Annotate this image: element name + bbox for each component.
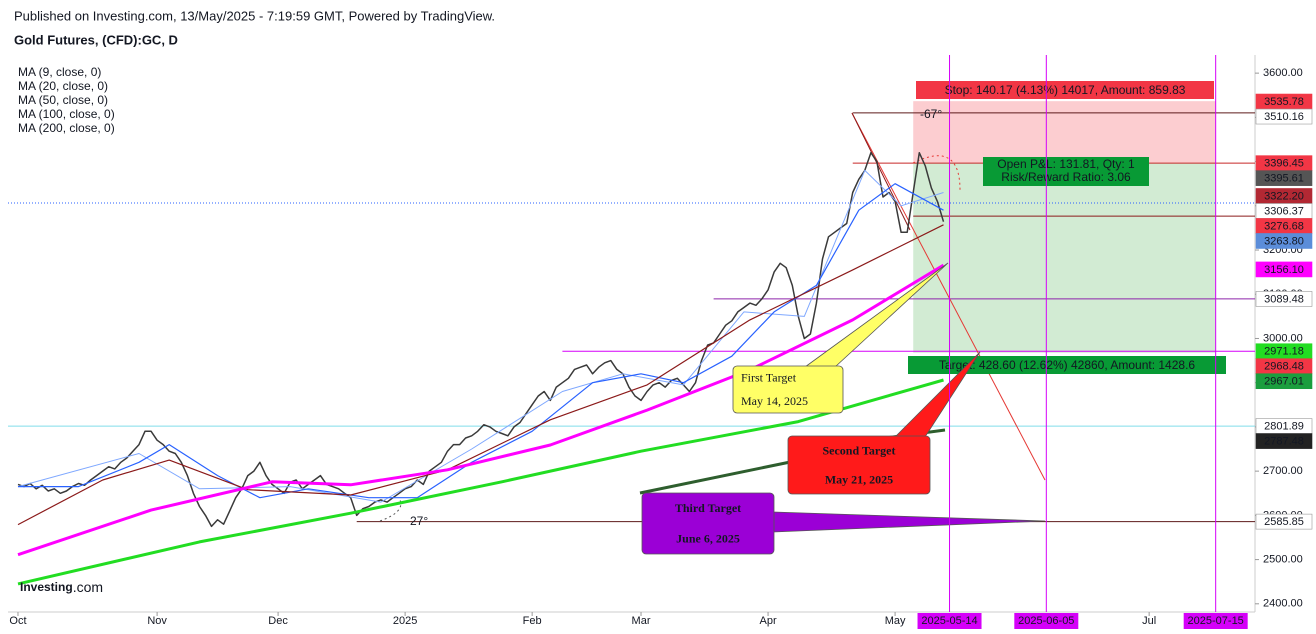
stop-label: Stop: 140.17 (4.13%) 14017, Amount: 859.… (945, 83, 1186, 97)
trend-line (639, 458, 801, 495)
logo-main: Investing (20, 580, 73, 594)
x-tick-label: 2025 (393, 615, 417, 627)
moving-average-line (18, 183, 944, 499)
target-label-box (908, 356, 1226, 374)
price-label: 3156.10 (1264, 264, 1304, 276)
callout-text: Third Target (675, 501, 741, 515)
front-layer: Stop: 140.17 (4.13%) 14017, Amount: 859.… (641, 81, 1226, 555)
price-label: 3395.61 (1264, 173, 1304, 185)
date-marker-label: 2025-06-05 (1018, 615, 1074, 627)
price-label-box (1255, 373, 1313, 390)
price-label: 2585.85 (1264, 516, 1304, 528)
y-tick-label: 3600.00 (1263, 67, 1303, 79)
price-label: 3535.78 (1264, 96, 1304, 108)
target-zone (913, 163, 1216, 353)
moving-average-line (17, 263, 945, 557)
price-label: 3089.48 (1264, 293, 1304, 305)
price-label-box (1255, 170, 1313, 186)
x-tick-label: Apr (759, 615, 776, 627)
price-label: 3510.16 (1264, 111, 1304, 123)
price-label-box (1255, 108, 1313, 125)
published-line: Published on Investing.com, 13/May/2025 … (14, 8, 495, 23)
stop-zone (913, 101, 1216, 164)
rr-label: Risk/Reward Ratio: 3.06 (1001, 170, 1131, 184)
date-marker-box (917, 613, 982, 629)
price-label: 3276.68 (1264, 220, 1304, 232)
pnl-box (983, 157, 1149, 186)
price-label: 3306.37 (1264, 205, 1304, 217)
callout-text: May 21, 2025 (825, 472, 893, 486)
angle-label: -67° (920, 107, 942, 121)
price-label: 2801.89 (1264, 420, 1304, 432)
logo: Investing.com (20, 579, 103, 595)
pnl-label: Open P&L: 131.81, Qty: 1 (997, 157, 1135, 171)
callout-text: May 14, 2025 (741, 394, 808, 408)
line-layer (17, 112, 1046, 586)
callout-text: Second Target (822, 443, 895, 457)
y-tick-label: 3000.00 (1263, 332, 1303, 344)
x-tick-label: Nov (147, 615, 167, 627)
legend-entry: MA (20, close, 0) (18, 79, 108, 93)
y-tick-label: 2700.00 (1263, 465, 1303, 477)
price-label-box (1255, 513, 1313, 530)
y-tick-label: 2400.00 (1263, 598, 1303, 610)
price-label: 3263.80 (1264, 235, 1304, 247)
trend-line (851, 112, 911, 231)
symbol-title: Gold Futures, (CFD):GC, D (14, 32, 178, 47)
date-marker-box (1183, 613, 1248, 629)
callout-text: June 6, 2025 (676, 532, 740, 546)
price-label-box (1255, 291, 1313, 307)
stop-label-box (916, 81, 1214, 99)
x-tick-label: Oct (9, 615, 26, 627)
legend-entry: MA (9, close, 0) (18, 65, 101, 79)
date-marker-label: 2025-07-15 (1188, 615, 1244, 627)
target-label: Target: 428.60 (12.62%) 42860, Amount: 1… (939, 358, 1196, 372)
x-tick-label: Feb (523, 615, 542, 627)
x-tick-label: Dec (268, 615, 288, 627)
x-tick-label: May (885, 615, 906, 627)
price-label: 2971.18 (1264, 346, 1304, 358)
callout-box (641, 492, 775, 555)
legend-entry: MA (50, close, 0) (18, 93, 108, 107)
trend-line (851, 112, 1046, 481)
callout-box (732, 365, 844, 414)
price-label: 3322.20 (1264, 190, 1304, 202)
price-label: 2968.48 (1264, 361, 1304, 373)
moving-average-line (17, 378, 944, 586)
price-label: 2967.01 (1264, 376, 1304, 388)
legend-entry: MA (100, close, 0) (18, 107, 115, 121)
logo-suffix: .com (73, 579, 103, 595)
price-label-box (1255, 261, 1313, 278)
price-label: 3396.45 (1264, 158, 1304, 170)
y-tick-label: 2500.00 (1263, 553, 1303, 565)
x-tick-label: Jul (1142, 615, 1156, 627)
callout-box (787, 435, 931, 495)
price-label-box (1255, 233, 1313, 249)
legend-entry: MA (200, close, 0) (18, 121, 115, 135)
angle-label: 27° (410, 514, 428, 528)
date-marker-label: 2025-05-14 (921, 615, 977, 627)
callout-text: First Target (741, 371, 797, 385)
angle-arc (912, 155, 961, 191)
price-line-series (17, 151, 945, 528)
date-marker-box (1014, 613, 1079, 629)
price-label: 2787.48 (1264, 435, 1304, 447)
x-tick-label: Mar (632, 615, 651, 627)
price-label-box (1255, 433, 1313, 449)
